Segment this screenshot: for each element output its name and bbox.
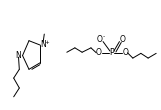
Text: O: O (123, 48, 128, 57)
Text: P: P (109, 48, 114, 57)
Text: +: + (45, 39, 49, 45)
Text: O: O (119, 35, 125, 44)
Text: O: O (96, 35, 102, 44)
Text: -: - (102, 34, 105, 39)
Text: N: N (40, 39, 46, 49)
Text: N: N (16, 51, 21, 60)
Text: O: O (95, 48, 101, 57)
